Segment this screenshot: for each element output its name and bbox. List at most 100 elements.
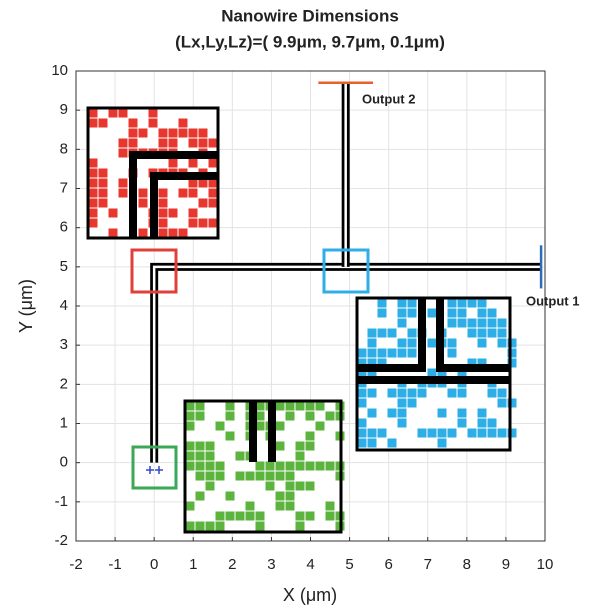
inset-cell (226, 412, 235, 421)
inset-cell (358, 429, 367, 438)
inset-cell (478, 309, 487, 318)
inset-cell (468, 429, 477, 438)
inset-cell (206, 452, 215, 461)
inset-cell (478, 409, 487, 418)
inset-cell (226, 402, 235, 411)
inset-cell (206, 442, 215, 451)
inset-cell (428, 429, 437, 438)
inset-cell (196, 442, 205, 451)
inset-cell (448, 349, 457, 358)
inset-cell (316, 462, 325, 471)
y-tick-label: 7 (60, 179, 68, 196)
inset-cell (478, 319, 487, 328)
inset-cell (276, 502, 285, 511)
zoom-inset (185, 401, 345, 532)
inset-cell (179, 129, 188, 138)
inset-cell (159, 219, 168, 228)
inset-cell (99, 119, 108, 128)
inset-cell (216, 522, 225, 531)
inset-cell (196, 472, 205, 481)
inset-cell (468, 319, 477, 328)
inset-cell (199, 139, 208, 148)
y-tick-label: 1 (60, 414, 68, 431)
inset-cell (498, 319, 507, 328)
zoom-inset (88, 108, 218, 238)
inset-cell (418, 389, 427, 398)
inset-cell (186, 412, 195, 421)
inset-cell (256, 522, 265, 531)
inset-cell (448, 299, 457, 308)
inset-cell (488, 329, 497, 338)
inset-cell (488, 419, 497, 428)
inset-cell (196, 412, 205, 421)
inset-cell (276, 492, 285, 501)
inset-cell (378, 429, 387, 438)
inset-cell (478, 339, 487, 348)
inset-cell (186, 452, 195, 461)
inset-cell (119, 109, 128, 118)
y-tick-label: 9 (60, 101, 68, 118)
y-tick-label: 0 (60, 454, 68, 471)
inset-cell (368, 429, 377, 438)
x-tick-label: 8 (463, 556, 471, 573)
inset-cell (89, 219, 98, 228)
inset-cell (306, 432, 315, 441)
inset-cell (316, 402, 325, 411)
x-tick-label: 1 (189, 556, 197, 573)
inset-cell (408, 309, 417, 318)
inset-cell (378, 299, 387, 308)
y-tick-label: 5 (60, 258, 68, 275)
inset-cell (119, 149, 128, 158)
x-tick-label: -2 (69, 556, 82, 573)
inset-cell (448, 389, 457, 398)
inset-cell (398, 389, 407, 398)
inset-cell (458, 389, 467, 398)
inset-cell (418, 429, 427, 438)
inset-cell (199, 129, 208, 138)
x-tick-label: 4 (306, 556, 314, 573)
inset-cell (206, 472, 215, 481)
inset-cell (458, 419, 467, 428)
inset-cell (209, 219, 218, 228)
inset-cell (236, 452, 245, 461)
inset-cell (358, 419, 367, 428)
inset-cell (139, 229, 148, 238)
inset-cell (246, 472, 255, 481)
inset-cell (189, 139, 198, 148)
inset-cell (186, 422, 195, 431)
x-axis-label: X (μm) (283, 585, 337, 605)
inset-cell (448, 319, 457, 328)
x-tick-label: 7 (424, 556, 432, 573)
inset-cell (326, 512, 335, 521)
inset-cell (99, 169, 108, 178)
inset-cell (458, 309, 467, 318)
inset-cell (276, 442, 285, 451)
inset-cell (478, 299, 487, 308)
inset-cell (186, 402, 195, 411)
inset-cell (276, 422, 285, 431)
inset-cell (246, 502, 255, 511)
y-tick-label: 10 (51, 62, 68, 79)
inset-cell (388, 329, 397, 338)
inset-cell (368, 439, 377, 448)
inset-cell (326, 502, 335, 511)
inset-cell (99, 189, 108, 198)
inset-cell (89, 199, 98, 208)
chart: Nanowire Dimensions (Lx,Ly,Lz)=( 9.9μm, … (0, 0, 605, 609)
inset-cell (206, 482, 215, 491)
inset-cell (388, 409, 397, 418)
inset-cell (119, 189, 128, 198)
inset-cell (358, 399, 367, 408)
inset-cell (109, 109, 118, 118)
inset-cell (286, 472, 295, 481)
inset-cell (199, 199, 208, 208)
inset-cell (189, 129, 198, 138)
x-tick-label: 6 (384, 556, 392, 573)
inset-cell (408, 389, 417, 398)
inset-cell (498, 339, 507, 348)
inset-cell (408, 349, 417, 358)
y-tick-label: 4 (60, 297, 68, 314)
inset-cell (89, 179, 98, 188)
inset-cell (209, 159, 218, 168)
inset-cell (368, 339, 377, 348)
